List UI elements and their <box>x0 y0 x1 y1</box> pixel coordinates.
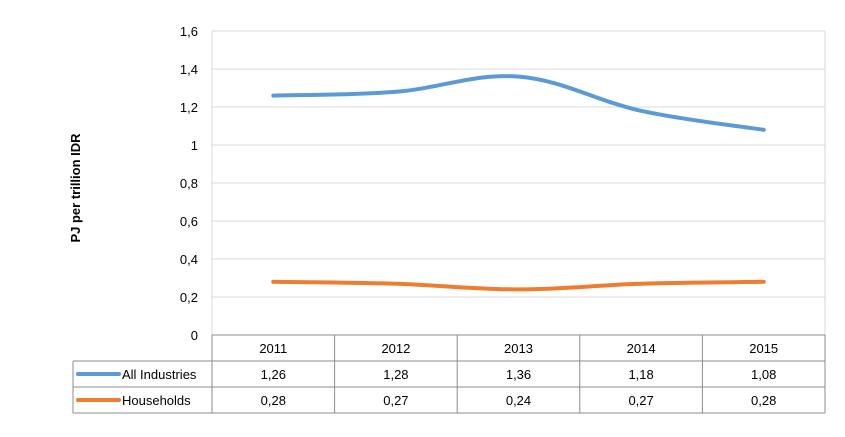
y-tick-label: 1,4 <box>180 62 198 77</box>
data-label: 0,28 <box>261 393 286 408</box>
data-label: 1,08 <box>751 367 776 382</box>
x-tick-label: 2012 <box>381 341 410 356</box>
series-line <box>273 282 763 290</box>
y-tick-label: 1,2 <box>180 100 198 115</box>
x-tick-label: 2015 <box>749 341 778 356</box>
x-tick-label: 2011 <box>259 341 287 356</box>
data-label: 0,27 <box>628 393 653 408</box>
y-tick-label: 0,2 <box>180 290 198 305</box>
data-label: 1,18 <box>628 367 653 382</box>
series-line <box>273 76 763 130</box>
y-tick-label: 0 <box>191 328 198 343</box>
data-label: 1,36 <box>506 367 531 382</box>
y-tick-label: 0,4 <box>180 252 198 267</box>
y-tick-label: 0,8 <box>180 176 198 191</box>
data-table: 2011 2012 2013 2014 2015 All Industries 1,26 1,… <box>73 335 825 413</box>
data-label: 1,26 <box>261 367 286 382</box>
data-label: 1,28 <box>383 367 408 382</box>
y-axis-label: PJ per trillion IDR <box>68 133 83 243</box>
data-label: 0,27 <box>383 393 408 408</box>
x-tick-label: 2014 <box>627 341 656 356</box>
data-label: 0,24 <box>506 393 531 408</box>
data-label: 0,28 <box>751 393 776 408</box>
y-tick-label: 0,6 <box>180 214 198 229</box>
y-tick-label: 1 <box>191 138 198 153</box>
legend-series-name: Households <box>122 393 191 408</box>
legend-series-name: All Industries <box>122 367 197 382</box>
x-tick-label: 2013 <box>504 341 533 356</box>
y-tick-label: 1,6 <box>180 24 198 39</box>
y-axis-ticks: 0 0,2 0,4 0,6 0,8 1 1,2 1,4 1,6 <box>180 24 198 343</box>
